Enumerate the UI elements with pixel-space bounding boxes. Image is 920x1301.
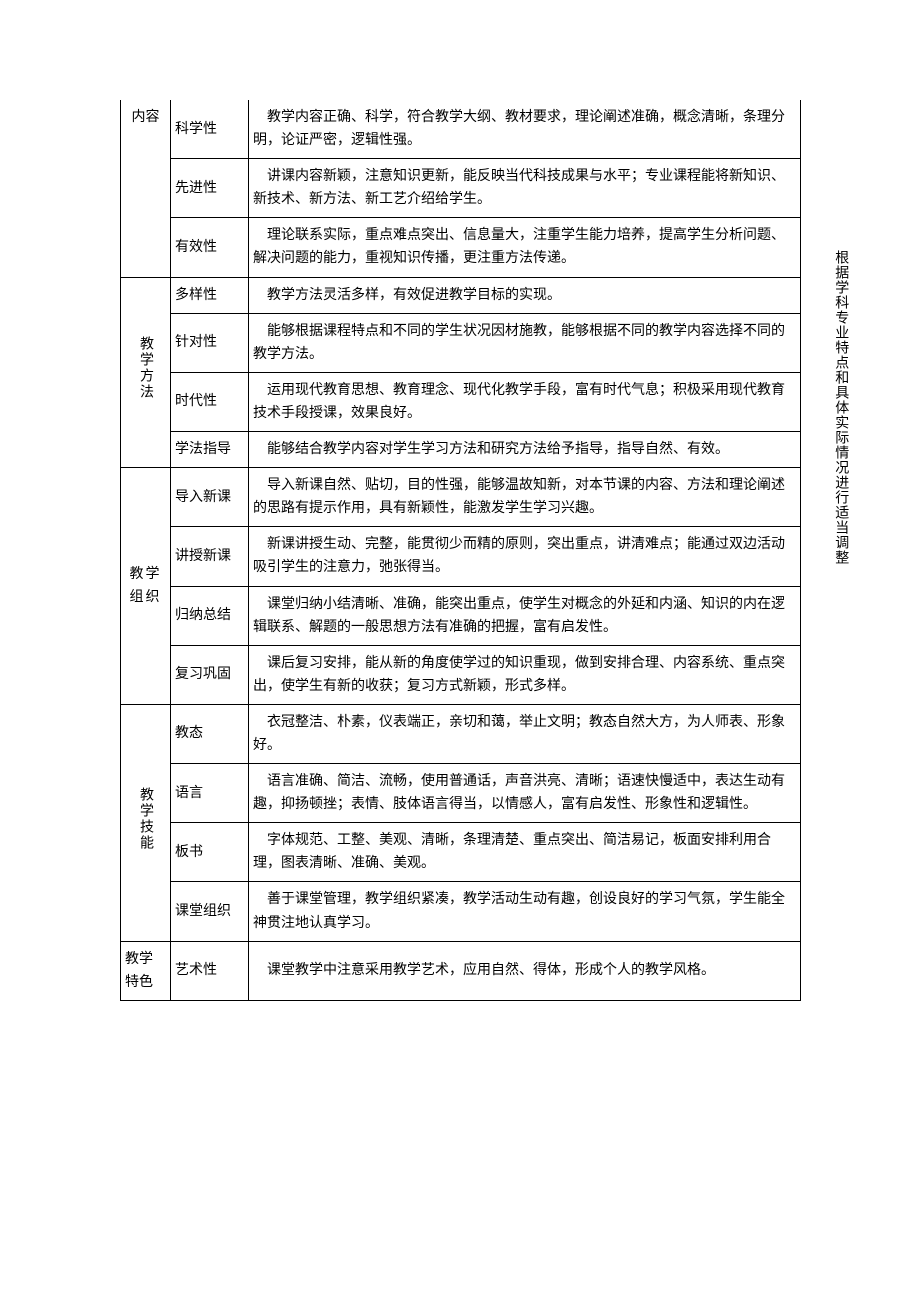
subcategory-label: 导入新课 bbox=[175, 490, 231, 505]
table-row: 教学组织 导入新课 导入新课自然、贴切，目的性强，能够温故知新，对本节课的内容、… bbox=[121, 468, 801, 527]
subcategory-cell: 板书 bbox=[171, 823, 249, 882]
description-text: 善于课堂管理，教学组织紧凑，教学活动生动有趣，创设良好的学习气氛，学生能全神贯注… bbox=[253, 892, 785, 930]
subcategory-label: 艺术性 bbox=[175, 963, 217, 978]
table-row: 有效性 理论联系实际，重点难点突出、信息量大，注重学生能力培养，提高学生分析问题… bbox=[121, 218, 801, 277]
subcategory-label: 科学性 bbox=[175, 122, 217, 137]
category-label: 教学技能 bbox=[134, 787, 157, 851]
subcategory-cell: 有效性 bbox=[171, 218, 249, 277]
description-cell: 导入新课自然、贴切，目的性强，能够温故知新，对本节课的内容、方法和理论阐述的思路… bbox=[249, 468, 801, 527]
subcategory-label: 针对性 bbox=[175, 335, 217, 350]
table-row: 内容 科学性 教学内容正确、科学，符合教学大纲、教材要求，理论阐述准确，概念清晰… bbox=[121, 100, 801, 159]
category-cell-organization: 教学组织 bbox=[121, 468, 171, 705]
side-note: 根据学科专业特点和具体实际情况进行适当调整 bbox=[831, 250, 849, 730]
description-text: 能够结合教学内容对学生学习方法和研究方法给予指导，指导自然、有效。 bbox=[267, 442, 729, 457]
evaluation-table: 内容 科学性 教学内容正确、科学，符合教学大纲、教材要求，理论阐述准确，概念清晰… bbox=[120, 100, 801, 1001]
description-text: 教学方法灵活多样，有效促进教学目标的实现。 bbox=[267, 288, 561, 303]
subcategory-label: 课堂组织 bbox=[175, 904, 231, 919]
subcategory-label: 先进性 bbox=[175, 181, 217, 196]
description-cell: 善于课堂管理，教学组织紧凑，教学活动生动有趣，创设良好的学习气氛，学生能全神贯注… bbox=[249, 882, 801, 941]
table-row: 学法指导 能够结合教学内容对学生学习方法和研究方法给予指导，指导自然、有效。 bbox=[121, 432, 801, 468]
category-cell-method: 教学方法 bbox=[121, 277, 171, 468]
description-text: 运用现代教育思想、教育理念、现代化教学手段，富有时代气息；积极采用现代教育技术手… bbox=[253, 383, 785, 421]
subcategory-label: 时代性 bbox=[175, 394, 217, 409]
description-cell: 课堂归纳小结清晰、准确，能突出重点，使学生对概念的外延和内涵、知识的内在逻辑联系… bbox=[249, 586, 801, 645]
description-text: 能够根据课程特点和不同的学生状况因材施教，能够根据不同的教学内容选择不同的教学方… bbox=[253, 324, 785, 362]
table-row: 语言 语言准确、简洁、流畅，使用普通话，声音洪亮、清晰；语速快慢适中，表达生动有… bbox=[121, 764, 801, 823]
description-text: 课堂教学中注意采用教学艺术，应用自然、得体，形成个人的教学风格。 bbox=[267, 963, 715, 978]
subcategory-cell: 针对性 bbox=[171, 313, 249, 372]
description-cell: 教学内容正确、科学，符合教学大纲、教材要求，理论阐述准确，概念清晰，条理分明，论… bbox=[249, 100, 801, 159]
description-cell: 能够结合教学内容对学生学习方法和研究方法给予指导，指导自然、有效。 bbox=[249, 432, 801, 468]
subcategory-label: 多样性 bbox=[175, 288, 217, 303]
table-row: 教学技能 教态 衣冠整洁、朴素，仪表端正，亲切和蔼，举止文明；教态自然大方，为人… bbox=[121, 704, 801, 763]
category-cell-skill: 教学技能 bbox=[121, 704, 171, 941]
table-row: 复习巩固 课后复习安排，能从新的角度使学过的知识重现，做到安排合理、内容系统、重… bbox=[121, 645, 801, 704]
table-row: 先进性 讲课内容新颖，注意知识更新，能反映当代科技成果与水平；专业课程能将新知识… bbox=[121, 159, 801, 218]
description-text: 课堂归纳小结清晰、准确，能突出重点，使学生对概念的外延和内涵、知识的内在逻辑联系… bbox=[253, 597, 785, 635]
side-note-text: 根据学科专业特点和具体实际情况进行适当调整 bbox=[833, 250, 848, 565]
subcategory-label: 讲授新课 bbox=[175, 549, 231, 564]
description-cell: 字体规范、工整、美观、清晰，条理清楚、重点突出、简洁易记，板面安排利用合理，图表… bbox=[249, 823, 801, 882]
table-row: 讲授新课 新课讲授生动、完整，能贯彻少而精的原则，突出重点，讲清难点；能通过双边… bbox=[121, 527, 801, 586]
description-text: 课后复习安排，能从新的角度使学过的知识重现，做到安排合理、内容系统、重点突出，使… bbox=[253, 656, 785, 694]
subcategory-cell: 时代性 bbox=[171, 372, 249, 431]
subcategory-label: 学法指导 bbox=[175, 442, 231, 457]
table-row: 针对性 能够根据课程特点和不同的学生状况因材施教，能够根据不同的教学内容选择不同… bbox=[121, 313, 801, 372]
subcategory-cell: 复习巩固 bbox=[171, 645, 249, 704]
table-row: 时代性 运用现代教育思想、教育理念、现代化教学手段，富有时代气息；积极采用现代教… bbox=[121, 372, 801, 431]
subcategory-label: 语言 bbox=[175, 786, 203, 801]
subcategory-cell: 艺术性 bbox=[171, 941, 249, 1000]
category-label: 内容 bbox=[132, 106, 160, 129]
description-cell: 运用现代教育思想、教育理念、现代化教学手段，富有时代气息；积极采用现代教育技术手… bbox=[249, 372, 801, 431]
description-text: 衣冠整洁、朴素，仪表端正，亲切和蔼，举止文明；教态自然大方，为人师表、形象好。 bbox=[253, 715, 785, 753]
table-row: 教学方法 多样性 教学方法灵活多样，有效促进教学目标的实现。 bbox=[121, 277, 801, 313]
description-cell: 语言准确、简洁、流畅，使用普通话，声音洪亮、清晰；语速快慢适中，表达生动有趣，抑… bbox=[249, 764, 801, 823]
subcategory-label: 板书 bbox=[175, 845, 203, 860]
category-cell-content: 内容 bbox=[121, 100, 171, 277]
description-text: 语言准确、简洁、流畅，使用普通话，声音洪亮、清晰；语速快慢适中，表达生动有趣，抑… bbox=[253, 774, 785, 812]
subcategory-cell: 多样性 bbox=[171, 277, 249, 313]
subcategory-cell: 科学性 bbox=[171, 100, 249, 159]
description-cell: 教学方法灵活多样，有效促进教学目标的实现。 bbox=[249, 277, 801, 313]
table-row: 板书 字体规范、工整、美观、清晰，条理清楚、重点突出、简洁易记，板面安排利用合理… bbox=[121, 823, 801, 882]
description-text: 字体规范、工整、美观、清晰，条理清楚、重点突出、简洁易记，板面安排利用合理，图表… bbox=[253, 833, 771, 871]
description-text: 导入新课自然、贴切，目的性强，能够温故知新，对本节课的内容、方法和理论阐述的思路… bbox=[253, 478, 785, 516]
table-row: 课堂组织 善于课堂管理，教学组织紧凑，教学活动生动有趣，创设良好的学习气氛，学生… bbox=[121, 882, 801, 941]
table-row: 归纳总结 课堂归纳小结清晰、准确，能突出重点，使学生对概念的外延和内涵、知识的内… bbox=[121, 586, 801, 645]
description-text: 理论联系实际，重点难点突出、信息量大，注重学生能力培养，提高学生分析问题、解决问… bbox=[253, 228, 785, 266]
description-cell: 课后复习安排，能从新的角度使学过的知识重现，做到安排合理、内容系统、重点突出，使… bbox=[249, 645, 801, 704]
subcategory-cell: 课堂组织 bbox=[171, 882, 249, 941]
subcategory-label: 教态 bbox=[175, 726, 203, 741]
subcategory-label: 复习巩固 bbox=[175, 667, 231, 682]
description-text: 讲课内容新颖，注意知识更新，能反映当代科技成果与水平；专业课程能将新知识、新技术… bbox=[253, 169, 785, 207]
subcategory-cell: 语言 bbox=[171, 764, 249, 823]
subcategory-label: 归纳总结 bbox=[175, 608, 231, 623]
table-row: 教学特色 艺术性 课堂教学中注意采用教学艺术，应用自然、得体，形成个人的教学风格… bbox=[121, 941, 801, 1000]
subcategory-cell: 教态 bbox=[171, 704, 249, 763]
subcategory-cell: 学法指导 bbox=[171, 432, 249, 468]
category-cell-feature: 教学特色 bbox=[121, 941, 171, 1000]
subcategory-cell: 讲授新课 bbox=[171, 527, 249, 586]
category-label: 教学方法 bbox=[134, 336, 157, 400]
description-cell: 新课讲授生动、完整，能贯彻少而精的原则，突出重点，讲清难点；能通过双边活动吸引学… bbox=[249, 527, 801, 586]
description-text: 教学内容正确、科学，符合教学大纲、教材要求，理论阐述准确，概念清晰，条理分明，论… bbox=[253, 110, 785, 148]
description-cell: 课堂教学中注意采用教学艺术，应用自然、得体，形成个人的教学风格。 bbox=[249, 941, 801, 1000]
subcategory-cell: 导入新课 bbox=[171, 468, 249, 527]
description-cell: 理论联系实际，重点难点突出、信息量大，注重学生能力培养，提高学生分析问题、解决问… bbox=[249, 218, 801, 277]
subcategory-cell: 归纳总结 bbox=[171, 586, 249, 645]
description-text: 新课讲授生动、完整，能贯彻少而精的原则，突出重点，讲清难点；能通过双边活动吸引学… bbox=[253, 537, 785, 575]
subcategory-label: 有效性 bbox=[175, 240, 217, 255]
category-label: 教学组织 bbox=[125, 563, 166, 609]
category-label: 教学特色 bbox=[125, 948, 166, 994]
subcategory-cell: 先进性 bbox=[171, 159, 249, 218]
description-cell: 讲课内容新颖，注意知识更新，能反映当代科技成果与水平；专业课程能将新知识、新技术… bbox=[249, 159, 801, 218]
page-wrap: 内容 科学性 教学内容正确、科学，符合教学大纲、教材要求，理论阐述准确，概念清晰… bbox=[120, 100, 830, 1001]
description-cell: 能够根据课程特点和不同的学生状况因材施教，能够根据不同的教学内容选择不同的教学方… bbox=[249, 313, 801, 372]
description-cell: 衣冠整洁、朴素，仪表端正，亲切和蔼，举止文明；教态自然大方，为人师表、形象好。 bbox=[249, 704, 801, 763]
